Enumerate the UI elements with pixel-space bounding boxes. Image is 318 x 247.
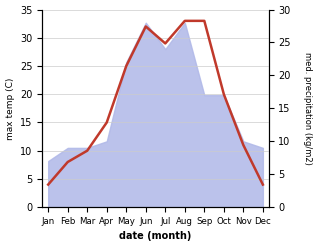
Y-axis label: med. precipitation (kg/m2): med. precipitation (kg/m2): [303, 52, 313, 165]
X-axis label: date (month): date (month): [119, 231, 192, 242]
Y-axis label: max temp (C): max temp (C): [5, 77, 15, 140]
